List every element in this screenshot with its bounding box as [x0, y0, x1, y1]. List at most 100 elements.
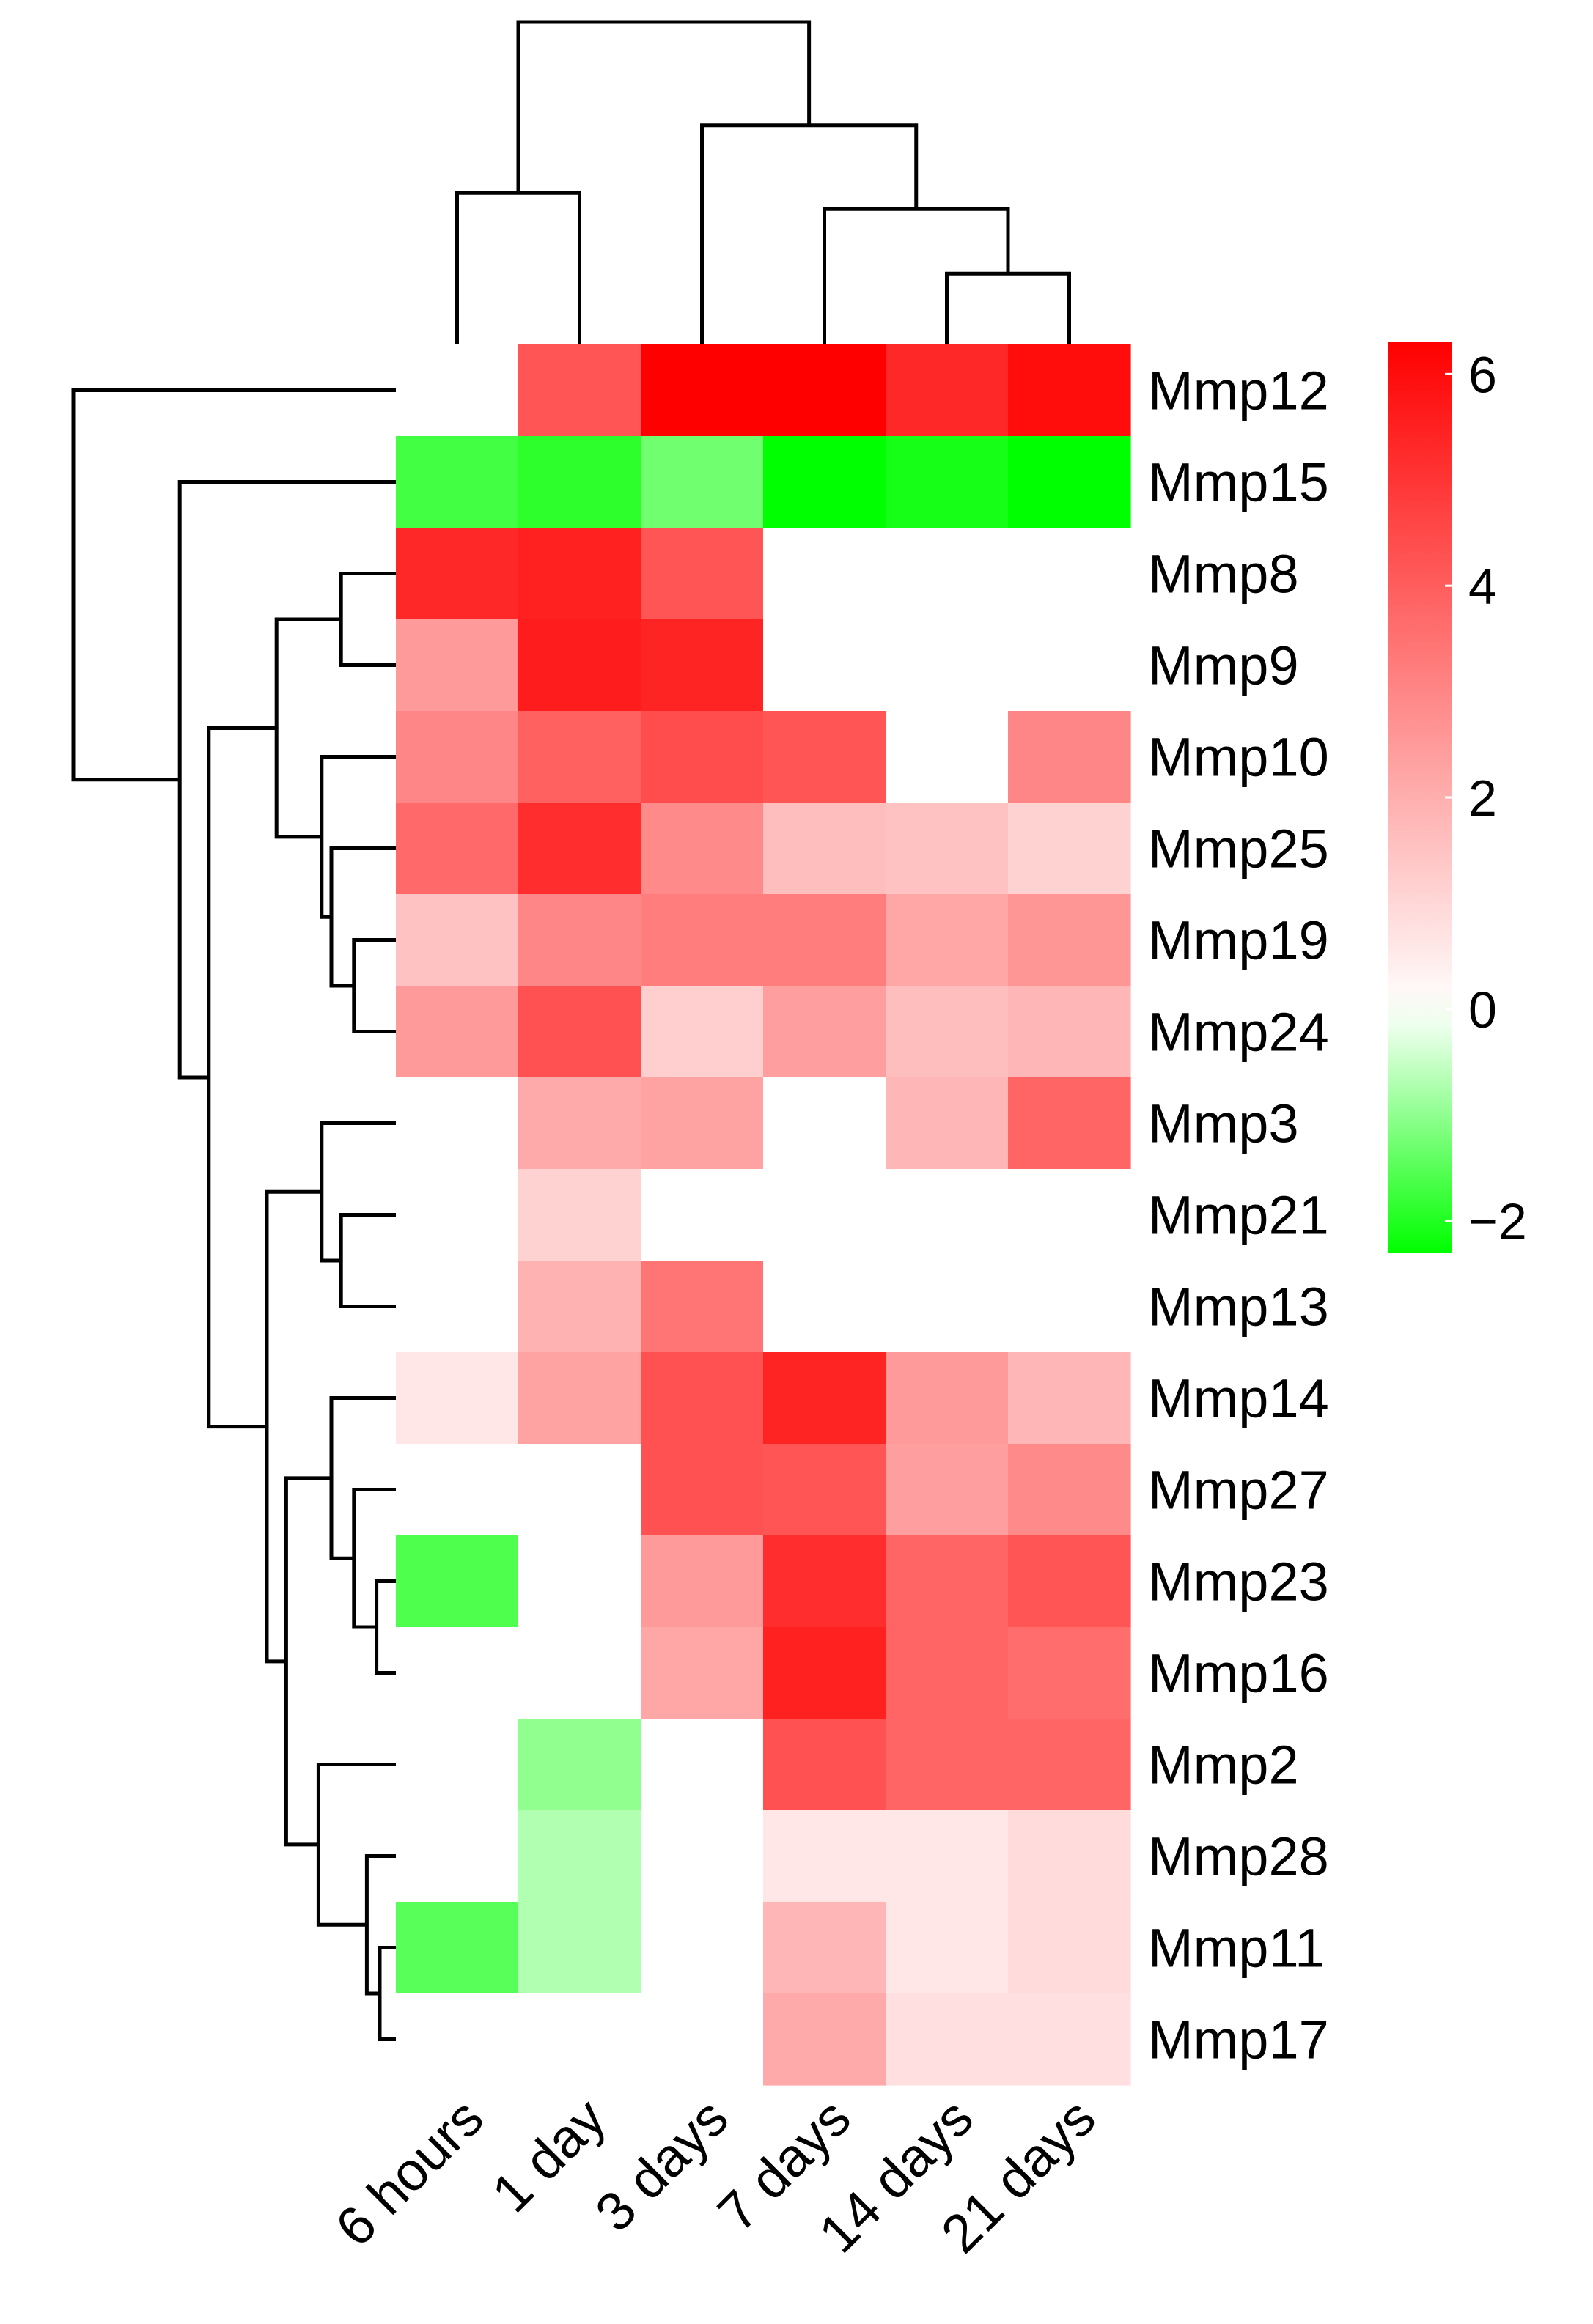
row-dendrogram-branch-17: [71, 388, 396, 782]
heatmap-cell-mmp13-6-hours: [396, 1261, 519, 1353]
heatmap-cell-mmp14-7-days: [763, 1352, 886, 1445]
heatmap-cell-mmp14-14-days: [886, 1352, 1009, 1445]
heatmap-cell-mmp15-3-days: [641, 436, 764, 528]
heatmap-cell-mmp23-21-days: [1008, 1535, 1131, 1628]
row-label-mmp23: Mmp23: [1148, 1552, 1329, 1612]
heatmap-cell-mmp3-14-days: [886, 1077, 1009, 1170]
row-dendrogram-branch-10: [378, 1946, 396, 2041]
row-dendrogram-branch-12: [316, 1763, 396, 1927]
column-dendrogram-branch-3: [455, 191, 581, 344]
heatmap-cell-mmp28-1-day: [518, 1810, 641, 1903]
column-dendrogram-branch-0: [945, 271, 1071, 344]
heatmap-cell-mmp2-7-days: [763, 1719, 886, 1811]
heatmap-cell-mmp16-6-hours: [396, 1627, 519, 1719]
heatmap-cell-mmp2-6-hours: [396, 1719, 519, 1811]
heatmap-cell-mmp27-21-days: [1008, 1444, 1131, 1536]
row-label-mmp19: Mmp19: [1148, 910, 1329, 971]
color-legend: 6 4 2 0 −2: [1388, 342, 1527, 1253]
heatmap-cell-mmp24-7-days: [763, 986, 886, 1078]
row-label-mmp25: Mmp25: [1148, 819, 1329, 879]
heatmap-cell-mmp17-6-hours: [396, 1993, 519, 2086]
heatmap-cell-mmp16-14-days: [886, 1627, 1009, 1719]
column-label-6-hours: 6 hours: [324, 2087, 495, 2258]
heatmap-cell-mmp12-1-day: [518, 344, 641, 437]
heatmap-cell-mmp3-7-days: [763, 1077, 886, 1170]
legend-tick-label: 4: [1468, 558, 1497, 615]
column-label-3-days: 3 days: [584, 2087, 740, 2243]
heatmap-cell-mmp21-3-days: [641, 1169, 764, 1261]
heatmap-cell-mmp21-1-day: [518, 1169, 641, 1261]
heatmap-cell-mmp23-6-hours: [396, 1535, 519, 1628]
heatmap-cell-mmp17-1-day: [518, 1993, 641, 2086]
heatmap-cell-mmp16-1-day: [518, 1627, 641, 1719]
heatmap-cell-mmp9-1-day: [518, 619, 641, 712]
row-label-mmp24: Mmp24: [1148, 1002, 1329, 1063]
row-dendrogram-branch-16: [177, 480, 396, 1080]
heatmap-cell-mmp28-6-hours: [396, 1810, 519, 1903]
heatmap-cell-mmp11-1-day: [518, 1902, 641, 1994]
heatmap-cell-mmp24-1-day: [518, 986, 641, 1078]
heatmap-cell-mmp10-7-days: [763, 711, 886, 803]
row-label-mmp14: Mmp14: [1148, 1368, 1329, 1429]
heatmap-cell-mmp15-1-day: [518, 436, 641, 528]
heatmap-cell-mmp19-7-days: [763, 894, 886, 986]
heatmap-cell-mmp3-21-days: [1008, 1077, 1131, 1170]
row-label-mmp13: Mmp13: [1148, 1277, 1329, 1338]
heatmap-cell-mmp28-21-days: [1008, 1810, 1131, 1903]
row-dendrogram-branch-13: [284, 1476, 331, 1847]
heatmap-cell-mmp13-3-days: [641, 1261, 764, 1353]
heatmap-cell-mmp27-6-hours: [396, 1444, 519, 1536]
heatmap-cell-mmp12-21-days: [1008, 344, 1131, 437]
row-label-mmp16: Mmp16: [1148, 1643, 1329, 1704]
row-label-mmp17: Mmp17: [1148, 2010, 1329, 2070]
column-dendrogram: [455, 20, 1071, 344]
heatmap-cells: [396, 344, 1131, 2086]
heatmap-cell-mmp8-7-days: [763, 528, 886, 620]
heatmap-cell-mmp13-1-day: [518, 1261, 641, 1353]
heatmap-cell-mmp12-6-hours: [396, 344, 519, 437]
heatmap-cell-mmp21-6-hours: [396, 1169, 519, 1261]
heatmap-cell-mmp11-3-days: [641, 1902, 764, 1994]
row-label-mmp27: Mmp27: [1148, 1460, 1329, 1521]
heatmap-cell-mmp9-3-days: [641, 619, 764, 712]
legend-tick-label: 0: [1468, 981, 1497, 1039]
heatmap-cell-mmp25-6-hours: [396, 803, 519, 895]
legend-tick-label: 2: [1468, 770, 1497, 827]
heatmap-cell-mmp10-3-days: [641, 711, 764, 803]
heatmap-cell-mmp23-14-days: [886, 1535, 1009, 1628]
heatmap-cell-mmp8-21-days: [1008, 528, 1131, 620]
heatmap-cell-mmp10-6-hours: [396, 711, 519, 803]
heatmap-cell-mmp19-3-days: [641, 894, 764, 986]
heatmap-cell-mmp8-1-day: [518, 528, 641, 620]
heatmap-cell-mmp10-14-days: [886, 711, 1009, 803]
heatmap-cell-mmp8-14-days: [886, 528, 1009, 620]
heatmap-cell-mmp3-1-day: [518, 1077, 641, 1170]
column-dendrogram-branch-2: [700, 123, 919, 344]
heatmap-cell-mmp2-14-days: [886, 1719, 1009, 1811]
heatmap-cell-mmp16-21-days: [1008, 1627, 1131, 1719]
heatmap-cell-mmp13-21-days: [1008, 1261, 1131, 1353]
row-label-mmp12: Mmp12: [1148, 361, 1329, 421]
row-dendrogram-branch-5: [339, 1213, 396, 1308]
row-label-mmp15: Mmp15: [1148, 452, 1329, 513]
heatmap-cell-mmp23-3-days: [641, 1535, 764, 1628]
row-dendrogram-branch-4: [274, 617, 342, 839]
heatmap-cell-mmp11-14-days: [886, 1902, 1009, 1994]
heatmap-cell-mmp15-21-days: [1008, 436, 1131, 528]
row-label-mmp9: Mmp9: [1148, 635, 1299, 696]
heatmap-cell-mmp14-21-days: [1008, 1352, 1131, 1445]
row-label-mmp3: Mmp3: [1148, 1093, 1299, 1154]
heatmap-cell-mmp24-6-hours: [396, 986, 519, 1078]
heatmap-cell-mmp11-21-days: [1008, 1902, 1131, 1994]
row-label-mmp28: Mmp28: [1148, 1826, 1329, 1887]
row-label-mmp10: Mmp10: [1148, 727, 1329, 788]
heatmap-cell-mmp8-3-days: [641, 528, 764, 620]
heatmap-cell-mmp2-3-days: [641, 1719, 764, 1811]
heatmap-cell-mmp17-7-days: [763, 1993, 886, 2086]
heatmap-cell-mmp28-3-days: [641, 1810, 764, 1903]
heatmap-cell-mmp25-1-day: [518, 803, 641, 895]
row-label-mmp21: Mmp21: [1148, 1185, 1329, 1246]
heatmap-cell-mmp25-21-days: [1008, 803, 1131, 895]
